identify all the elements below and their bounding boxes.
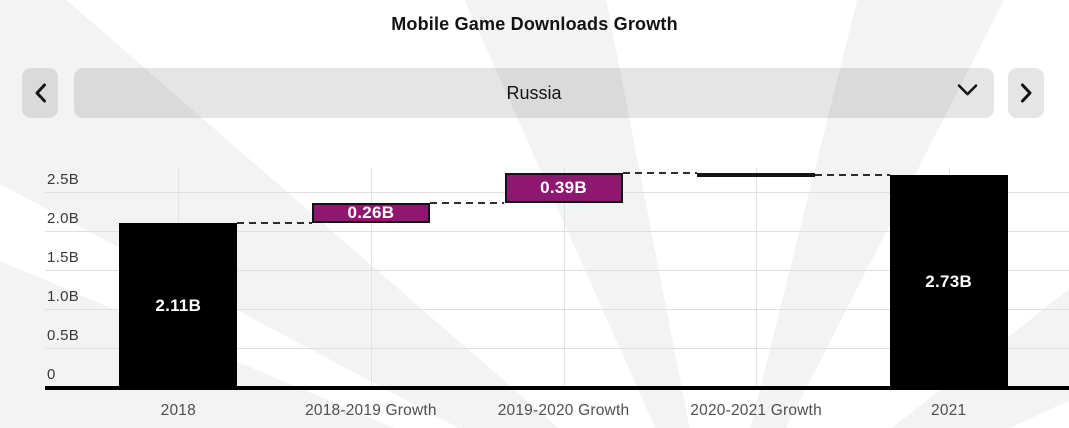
- waterfall-bar-3[interactable]: 0.39B: [504, 172, 623, 204]
- country-dropdown-value: Russia: [506, 82, 562, 103]
- y-axis-tick-label: 1.5B: [47, 248, 80, 266]
- page-title: Mobile Game Downloads Growth: [391, 14, 678, 34]
- x-axis-category-label: 2018-2019 Growth: [305, 402, 437, 419]
- gridline-vertical: [370, 168, 372, 388]
- waterfall-connector: [815, 174, 890, 177]
- x-axis-category-label: 2018: [160, 402, 196, 419]
- bar-value-label: -0.03B: [730, 173, 783, 177]
- waterfall-bar-1[interactable]: 2.11B: [119, 223, 238, 388]
- gridline-horizontal: [45, 309, 1069, 311]
- x-axis-category-label: 2020-2021 Growth: [690, 402, 822, 419]
- y-axis-tick-label: 0.5B: [47, 326, 80, 344]
- x-axis-line: [45, 386, 1069, 390]
- carousel-next-button[interactable]: [1008, 68, 1044, 118]
- gridline-horizontal: [45, 231, 1069, 233]
- waterfall-connector: [429, 202, 505, 205]
- y-axis-tick-label: 2.5B: [47, 170, 80, 188]
- chevron-down-icon: [957, 84, 978, 102]
- bar-value-label: 0.26B: [347, 203, 395, 223]
- y-axis-tick-label: 1.0B: [47, 287, 80, 305]
- waterfall-connector: [622, 171, 698, 174]
- waterfall-bar-5[interactable]: 2.73B: [889, 175, 1008, 388]
- gridline-horizontal: [45, 348, 1069, 350]
- bar-value-label: 2.73B: [925, 271, 973, 291]
- chevron-right-icon: [1020, 83, 1032, 103]
- gridline-vertical: [756, 168, 758, 388]
- x-axis-category-label: 2021: [931, 402, 967, 419]
- y-axis-tick-label: 0: [47, 366, 56, 383]
- waterfall-bar-2[interactable]: 0.26B: [311, 203, 430, 224]
- x-axis-category-label: 2019-2020 Growth: [497, 402, 630, 419]
- waterfall-connector: [237, 222, 312, 225]
- gridline-vertical: [563, 168, 565, 388]
- bar-value-label: 2.11B: [155, 295, 202, 315]
- chevron-left-icon: [35, 83, 46, 103]
- carousel-prev-button[interactable]: [22, 68, 58, 118]
- waterfall-chart: 0 0.5B 1.0B 1.5B 2.0B 2.5B 2.11B 0.26B 0.39B -0.0…: [0, 140, 1069, 428]
- bar-value-label: 0.39B: [540, 177, 587, 197]
- waterfall-bar-4[interactable]: -0.03B: [697, 172, 816, 177]
- y-axis-tick-label: 2.0B: [47, 209, 80, 227]
- country-dropdown[interactable]: Russia: [74, 68, 994, 118]
- gridline-horizontal: [45, 270, 1069, 272]
